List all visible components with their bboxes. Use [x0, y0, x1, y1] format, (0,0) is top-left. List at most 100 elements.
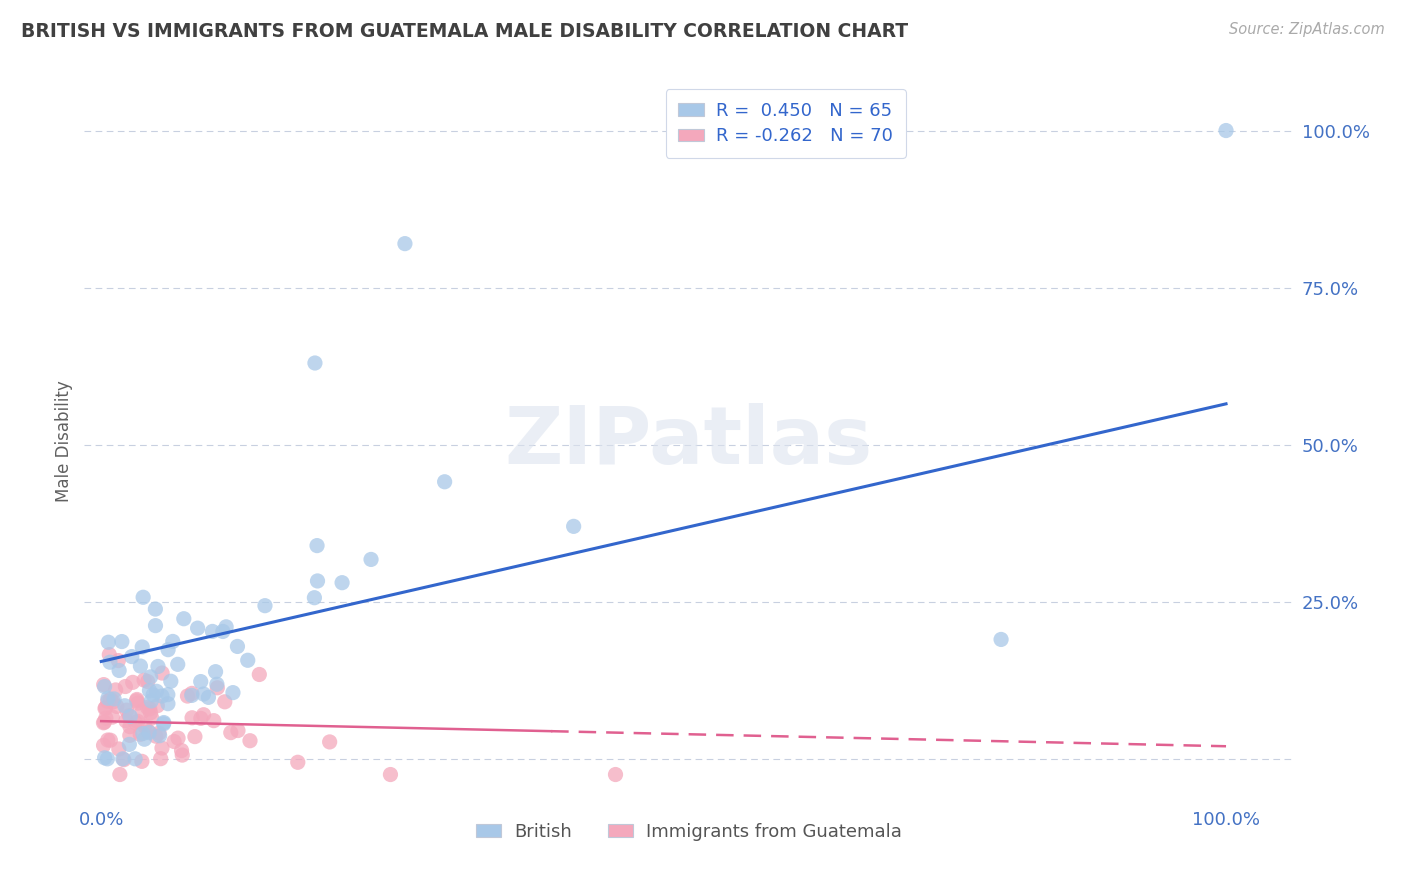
Point	[93, 680, 115, 694]
Point	[131, 640, 153, 654]
Point	[172, 748, 194, 763]
Point	[330, 575, 353, 590]
Point	[1215, 123, 1237, 137]
Point	[184, 730, 207, 744]
Point	[156, 697, 179, 711]
Point	[94, 701, 117, 715]
Point	[214, 695, 236, 709]
Point	[146, 698, 169, 713]
Point	[360, 552, 382, 566]
Point	[211, 624, 233, 639]
Point	[162, 634, 184, 648]
Point	[202, 714, 225, 728]
Point	[222, 685, 245, 699]
Point	[138, 724, 160, 739]
Point	[190, 711, 212, 725]
Point	[132, 591, 155, 605]
Point	[380, 767, 402, 781]
Point	[990, 632, 1012, 647]
Point	[118, 720, 141, 734]
Point	[96, 752, 118, 766]
Point	[120, 709, 142, 723]
Point	[94, 711, 117, 725]
Point	[108, 742, 131, 756]
Point	[197, 690, 219, 705]
Point	[124, 752, 146, 766]
Point	[145, 729, 167, 743]
Point	[156, 688, 179, 702]
Point	[219, 725, 242, 739]
Point	[97, 694, 120, 708]
Point	[93, 714, 115, 729]
Point	[149, 752, 172, 766]
Point	[167, 731, 190, 746]
Point	[145, 618, 167, 632]
Point	[226, 640, 249, 654]
Point	[136, 674, 159, 689]
Point	[150, 741, 173, 756]
Point	[111, 752, 134, 766]
Point	[605, 767, 627, 781]
Point	[433, 475, 456, 489]
Point	[129, 659, 152, 673]
Point	[134, 732, 156, 747]
Point	[205, 677, 228, 691]
Legend: British, Immigrants from Guatemala: British, Immigrants from Guatemala	[470, 815, 908, 848]
Point	[97, 733, 120, 747]
Point	[166, 657, 188, 672]
Point	[139, 670, 162, 684]
Point	[94, 700, 117, 714]
Point	[121, 649, 143, 664]
Text: Source: ZipAtlas.com: Source: ZipAtlas.com	[1229, 22, 1385, 37]
Point	[181, 686, 204, 700]
Point	[150, 689, 173, 703]
Point	[127, 696, 149, 710]
Point	[226, 723, 249, 738]
Point	[134, 673, 156, 687]
Point	[157, 642, 180, 657]
Point	[111, 634, 134, 648]
Point	[304, 591, 326, 605]
Point	[104, 682, 127, 697]
Point	[103, 695, 125, 709]
Point	[201, 624, 224, 639]
Point	[118, 708, 141, 723]
Point	[138, 683, 160, 698]
Point	[97, 691, 120, 706]
Point	[115, 714, 138, 728]
Point	[131, 705, 153, 719]
Point	[118, 738, 141, 752]
Point	[307, 574, 329, 588]
Point	[115, 703, 138, 717]
Point	[170, 743, 193, 757]
Point	[239, 733, 262, 747]
Text: BRITISH VS IMMIGRANTS FROM GUATEMALA MALE DISABILITY CORRELATION CHART: BRITISH VS IMMIGRANTS FROM GUATEMALA MAL…	[21, 22, 908, 41]
Point	[287, 756, 309, 770]
Point	[105, 699, 128, 714]
Point	[127, 714, 149, 729]
Point	[129, 727, 152, 741]
Point	[181, 711, 204, 725]
Point	[131, 755, 153, 769]
Point	[148, 726, 170, 740]
Point	[100, 692, 122, 706]
Point	[236, 653, 259, 667]
Point	[132, 726, 155, 740]
Point	[146, 659, 169, 673]
Point	[204, 665, 226, 679]
Point	[138, 725, 160, 739]
Point	[121, 675, 143, 690]
Point	[93, 678, 115, 692]
Point	[394, 236, 416, 251]
Point	[138, 702, 160, 716]
Point	[124, 715, 146, 730]
Point	[304, 356, 326, 370]
Point	[98, 655, 121, 669]
Point	[159, 674, 181, 689]
Point	[141, 711, 163, 725]
Point	[93, 715, 115, 730]
Point	[193, 707, 215, 722]
Point	[253, 599, 276, 613]
Point	[93, 739, 115, 753]
Point	[141, 694, 163, 708]
